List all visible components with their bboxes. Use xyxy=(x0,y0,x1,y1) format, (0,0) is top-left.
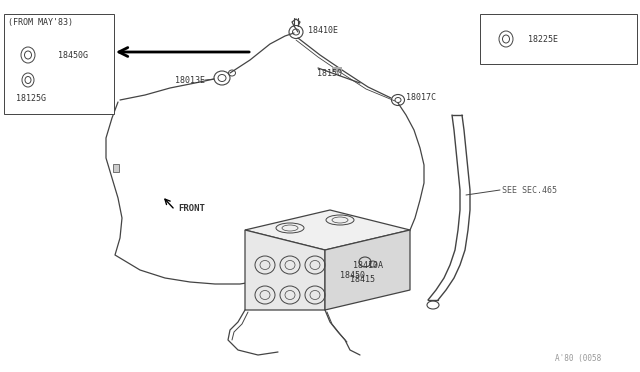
Text: 18410A: 18410A xyxy=(353,260,383,269)
Text: (FROM MAY'83): (FROM MAY'83) xyxy=(8,17,73,26)
Text: 18125G: 18125G xyxy=(16,93,46,103)
Polygon shape xyxy=(325,230,410,310)
Text: 18225E: 18225E xyxy=(528,35,558,44)
Text: 18450G: 18450G xyxy=(58,51,88,60)
Text: FRONT: FRONT xyxy=(178,203,205,212)
Bar xyxy=(332,67,342,72)
Text: 18410E: 18410E xyxy=(308,26,338,35)
Polygon shape xyxy=(245,210,410,250)
Text: 18150: 18150 xyxy=(317,68,342,77)
Bar xyxy=(480,14,637,64)
Text: SEE SEC.465: SEE SEC.465 xyxy=(502,186,557,195)
Text: 18017C: 18017C xyxy=(406,93,436,102)
Text: 18415: 18415 xyxy=(350,276,375,285)
Polygon shape xyxy=(245,230,325,310)
Text: A'80 (0058: A'80 (0058 xyxy=(555,353,601,362)
Text: 18013E: 18013E xyxy=(175,76,205,84)
Bar xyxy=(4,14,114,114)
Bar xyxy=(113,164,119,172)
Text: 18450: 18450 xyxy=(340,270,365,279)
